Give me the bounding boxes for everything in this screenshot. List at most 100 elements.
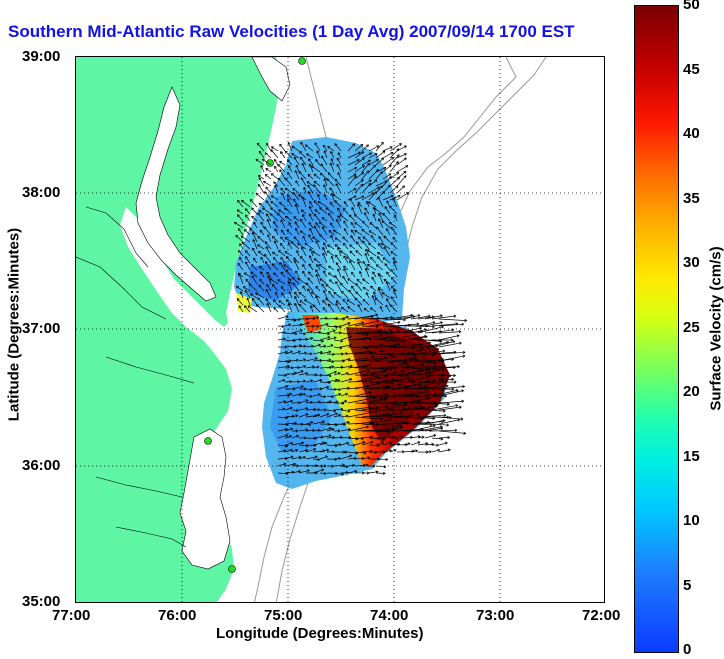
velocity-arrow	[235, 235, 244, 243]
velocity-arrow	[372, 295, 377, 306]
velocity-arrow	[362, 261, 370, 271]
velocity-arrow-head	[377, 256, 380, 258]
velocity-arrow	[243, 286, 251, 292]
velocity-arrow-head	[419, 326, 422, 329]
velocity-arrow	[350, 222, 356, 229]
velocity-arrow-head	[389, 205, 393, 208]
velocity-arrow-head	[373, 208, 376, 211]
velocity-arrow-head	[413, 354, 417, 357]
velocity-arrow	[347, 457, 357, 460]
velocity-arrow	[328, 265, 335, 271]
velocity-arrow-head	[372, 465, 376, 468]
velocity-arrow-head	[283, 330, 286, 333]
velocity-arrow-head	[403, 185, 405, 189]
velocity-arrow	[347, 332, 369, 335]
velocity-arrow-head	[302, 455, 306, 458]
velocity-arrow-head	[376, 226, 379, 229]
velocity-arrow	[251, 215, 258, 222]
velocity-arrow	[334, 244, 342, 250]
velocity-arrow-head	[395, 161, 399, 163]
velocity-arrow	[354, 151, 364, 159]
velocity-arrow	[288, 281, 293, 292]
velocity-arrow-head	[461, 389, 464, 391]
velocity-arrow-head	[338, 393, 342, 397]
velocity-arrow-head	[284, 463, 287, 466]
velocity-arrow	[301, 246, 307, 257]
velocity-arrow-head	[336, 219, 339, 221]
velocity-arrow-head	[387, 335, 391, 338]
velocity-arrow-head	[334, 371, 337, 374]
velocity-arrow	[382, 325, 400, 328]
velocity-arrow	[361, 163, 370, 173]
velocity-arrow	[305, 144, 314, 152]
velocity-arrow-head	[316, 150, 320, 153]
velocity-arrow	[424, 419, 446, 425]
velocity-arrow-head	[245, 289, 248, 292]
velocity-arrow-head	[384, 167, 387, 170]
velocity-arrow	[299, 300, 307, 306]
velocity-arrow-head	[303, 436, 307, 439]
velocity-arrow-head	[318, 414, 321, 417]
velocity-arrow	[284, 428, 293, 432]
velocity-arrow	[343, 208, 349, 215]
velocity-arrow	[272, 299, 279, 306]
velocity-arrow-head	[398, 177, 400, 180]
bathymetry-contour	[401, 57, 547, 268]
velocity-arrow	[431, 404, 458, 411]
velocity-arrow	[438, 406, 462, 411]
velocity-arrow-head	[338, 458, 341, 461]
velocity-arrow	[278, 300, 286, 306]
velocity-arrow	[340, 421, 350, 425]
velocity-arrow	[277, 450, 286, 453]
velocity-arrow	[283, 264, 293, 271]
velocity-arrow	[312, 304, 321, 313]
velocity-arrow	[403, 450, 415, 453]
velocity-arrow	[305, 409, 316, 411]
velocity-arrow-head	[287, 361, 290, 364]
velocity-arrow-head	[306, 321, 310, 323]
velocity-arrow-head	[368, 183, 371, 185]
velocity-arrow	[326, 412, 338, 418]
velocity-arrow-head	[371, 441, 374, 444]
velocity-arrow-head	[383, 397, 387, 400]
velocity-arrow-head	[252, 231, 255, 234]
velocity-arrow	[284, 215, 293, 222]
velocity-arrow	[245, 250, 251, 257]
velocity-arrow	[314, 209, 321, 215]
velocity-arrow	[284, 237, 293, 243]
velocity-arrow	[396, 157, 407, 166]
velocity-arrow-head	[391, 381, 394, 384]
velocity-arrow-head	[446, 340, 449, 343]
velocity-arrow-head	[381, 220, 384, 224]
velocity-arrow-head	[298, 470, 301, 474]
velocity-arrow-head	[354, 195, 357, 199]
velocity-arrow-head	[389, 419, 392, 422]
velocity-arrow-head	[318, 264, 321, 267]
velocity-arrow	[347, 278, 356, 285]
velocity-arrow	[364, 212, 370, 222]
velocity-arrow-head	[421, 364, 424, 367]
velocity-arrow-head	[317, 409, 321, 412]
velocity-arrow	[260, 165, 265, 173]
velocity-arrow	[298, 171, 307, 180]
velocity-arrow-head	[248, 283, 251, 287]
velocity-arrow-head	[257, 236, 259, 239]
velocity-arrow-head	[354, 214, 356, 218]
velocity-arrow-head	[460, 418, 464, 421]
velocity-arrow	[237, 262, 244, 271]
velocity-arrow	[322, 247, 328, 257]
velocity-arrow-head	[345, 465, 349, 468]
velocity-arrow-head	[296, 434, 299, 436]
velocity-arrow	[368, 360, 394, 363]
velocity-arrow-head	[406, 165, 409, 168]
velocity-arrow	[382, 435, 395, 439]
velocity-arrow-head	[354, 469, 358, 472]
velocity-arrow	[357, 201, 363, 208]
velocity-arrow-head	[278, 250, 280, 253]
velocity-arrow-head	[357, 201, 361, 204]
velocity-arrow-head	[390, 276, 394, 279]
velocity-arrow-head	[238, 273, 240, 277]
velocity-arrow-head	[431, 442, 434, 445]
velocity-arrow-head	[238, 250, 241, 252]
velocity-arrow-head	[390, 164, 392, 168]
